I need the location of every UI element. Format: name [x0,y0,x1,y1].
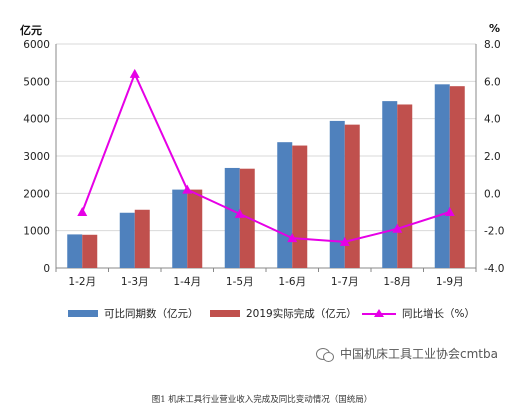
bar-comparable [224,167,240,268]
figure-caption: 图1 机床工具行业营业收入完成及同比变动情况（国统局） [151,395,373,405]
bar-actual [449,86,465,268]
bar-comparable [172,189,188,268]
x-tick-label: 1-9月 [436,276,464,288]
legend: 可比同期数（亿元） 2019实际完成（亿元） 同比增长（%） [0,306,524,324]
legend-item-comparable: 可比同期数（亿元） [68,306,199,321]
bar-comparable [67,234,83,268]
left-tick-label: 4000 [23,114,50,126]
left-axis-unit: 亿元 [20,24,42,37]
legend-item-actual: 2019实际完成（亿元） [210,306,357,321]
legend-item-growth: 同比增长（%） [362,306,475,321]
left-tick-label: 2000 [23,188,50,200]
growth-point [339,236,350,246]
x-tick-label: 1-3月 [121,276,149,288]
legend-swatch-line [362,308,396,319]
bar-actual [397,104,413,268]
x-tick-label: 1-7月 [331,276,359,288]
bar-actual [292,145,308,268]
right-tick-label: 8.0 [484,39,501,51]
x-tick-label: 1-6月 [278,276,306,288]
legend-label-growth: 同比增长（%） [402,308,475,320]
bar-actual [344,124,360,268]
x-tick-label: 1-8月 [383,276,411,288]
growth-point [234,208,245,218]
right-tick-label: 2.0 [484,151,501,163]
bar-comparable [382,101,398,269]
right-tick-label: -4.0 [484,263,505,275]
growth-point [287,233,298,243]
right-axis-unit: % [489,22,501,35]
legend-label-actual: 2019实际完成（亿元） [246,308,357,320]
right-tick-label: 6.0 [484,76,501,88]
right-tick-label: -2.0 [484,226,505,238]
bar-actual [187,189,203,268]
growth-line [81,71,451,243]
x-tick-label: 1-2月 [68,276,96,288]
right-tick-label: 4.0 [484,114,501,126]
left-tick-label: 0 [43,263,50,275]
x-tick-label: 1-5月 [226,276,254,288]
legend-label-comparable: 可比同期数（亿元） [104,308,199,320]
bar-comparable [119,212,135,268]
left-tick-label: 5000 [23,76,50,88]
wechat-icon [316,347,334,362]
legend-swatch-red [210,310,240,317]
bar-comparable [329,120,345,268]
bar-comparable [277,142,293,268]
bar-comparable [434,84,450,268]
growth-point [129,68,140,78]
watermark: 中国机床工具工业协会cmtba [316,345,498,362]
left-tick-label: 1000 [23,226,50,238]
growth-point [392,223,403,233]
bar-actual [134,209,150,268]
watermark-text: 中国机床工具工业协会cmtba [340,347,498,361]
left-tick-label: 6000 [23,39,50,51]
bar-actual [82,234,98,268]
growth-point [444,207,455,216]
left-tick-label: 3000 [23,151,50,163]
growth-point [182,184,193,194]
x-tick-label: 1-4月 [173,276,201,288]
growth-point [77,207,88,216]
right-tick-label: 0.0 [484,188,501,200]
chart-canvas: 0 1000 2000 3000 4000 5000 6000 -4.0 -2.0 0.0 2.0 4… [23,39,505,288]
legend-swatch-blue [68,310,98,317]
